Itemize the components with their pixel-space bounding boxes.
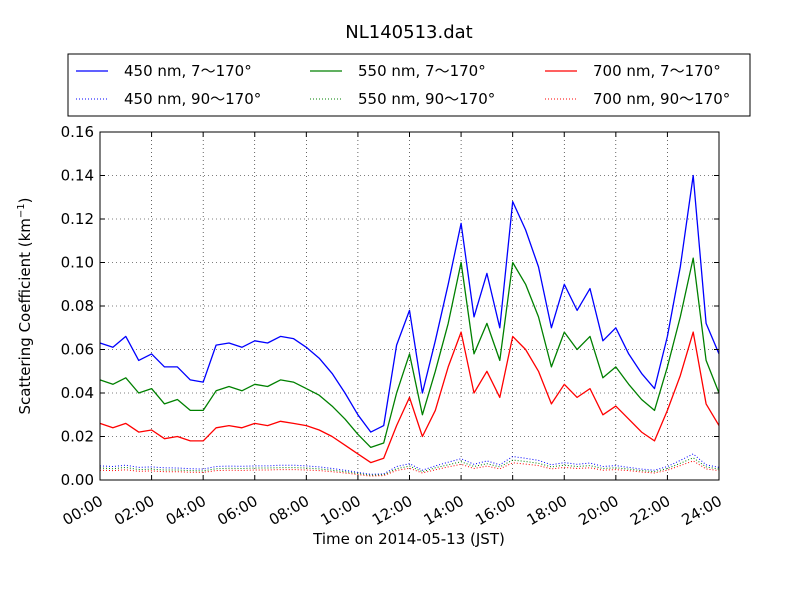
x-tick-label: 02:00 [111,492,157,529]
series-line-4 [99,331,720,464]
x-tick-label: 04:00 [163,492,209,529]
legend-label-1: 450 nm, 90～170° [124,90,261,108]
legend-label-5: 700 nm, 90～170° [593,90,730,108]
chart-title: NL140513.dat [345,22,472,43]
grid [100,132,719,480]
x-tick-label: 00:00 [60,492,106,529]
series-line-1 [99,453,720,475]
y-axis-label-sup: −1 [16,203,27,218]
x-tick-label: 22:00 [627,492,673,529]
legend-label-4: 700 nm, 7～170° [593,62,721,80]
x-tick-label: 08:00 [266,492,312,529]
y-axis-label: Scattering Coefficient (km−1) [16,197,34,414]
y-axis-label-end: ) [16,197,34,203]
x-axis-label: Time on 2014-05-13 (JST) [312,530,505,548]
y-tick-label: 0.06 [61,341,94,359]
x-tick-label: 10:00 [317,492,363,529]
y-tick-label: 0.14 [61,167,94,185]
y-tick-label: 0.00 [61,471,94,489]
series-group [99,174,720,477]
x-tick-label: 06:00 [214,492,260,529]
x-tick-label: 18:00 [524,492,570,529]
series-line-3 [99,457,720,476]
series-line-2 [99,257,720,449]
x-tick-label: 16:00 [472,492,518,529]
y-tick-label: 0.10 [61,254,94,272]
ticks [99,131,720,481]
y-tick-label: 0.02 [61,428,94,446]
y-tick-label: 0.04 [61,384,94,402]
x-tick-labels: 00:00 02:00 04:00 06:00 08:00 10:00 12:00 14:00… [60,492,725,529]
legend-label-3: 550 nm, 90～170° [358,90,495,108]
y-tick-labels: 0.00 0.02 0.04 0.06 0.08 0.10 0.12 0.14 0.16 [61,123,94,489]
legend-label-2: 550 nm, 7～170° [358,62,486,80]
series-line-0 [99,174,720,433]
y-axis-label-main: Scattering Coefficient (km [16,218,34,414]
legend-label-0: 450 nm, 7～170° [124,62,252,80]
legend-box [67,53,751,117]
y-tick-label: 0.08 [61,297,94,315]
legend: 450 nm, 7～170° 450 nm, 90～170° 550 nm, 7～1… [67,53,751,117]
x-tick-label: 20:00 [575,492,621,529]
x-tick-label: 14:00 [421,492,467,529]
y-tick-label: 0.16 [61,123,94,141]
x-tick-label: 12:00 [369,492,415,529]
series-line-5 [99,460,720,477]
x-tick-label: 24:00 [679,492,725,529]
y-tick-label: 0.12 [61,210,94,228]
